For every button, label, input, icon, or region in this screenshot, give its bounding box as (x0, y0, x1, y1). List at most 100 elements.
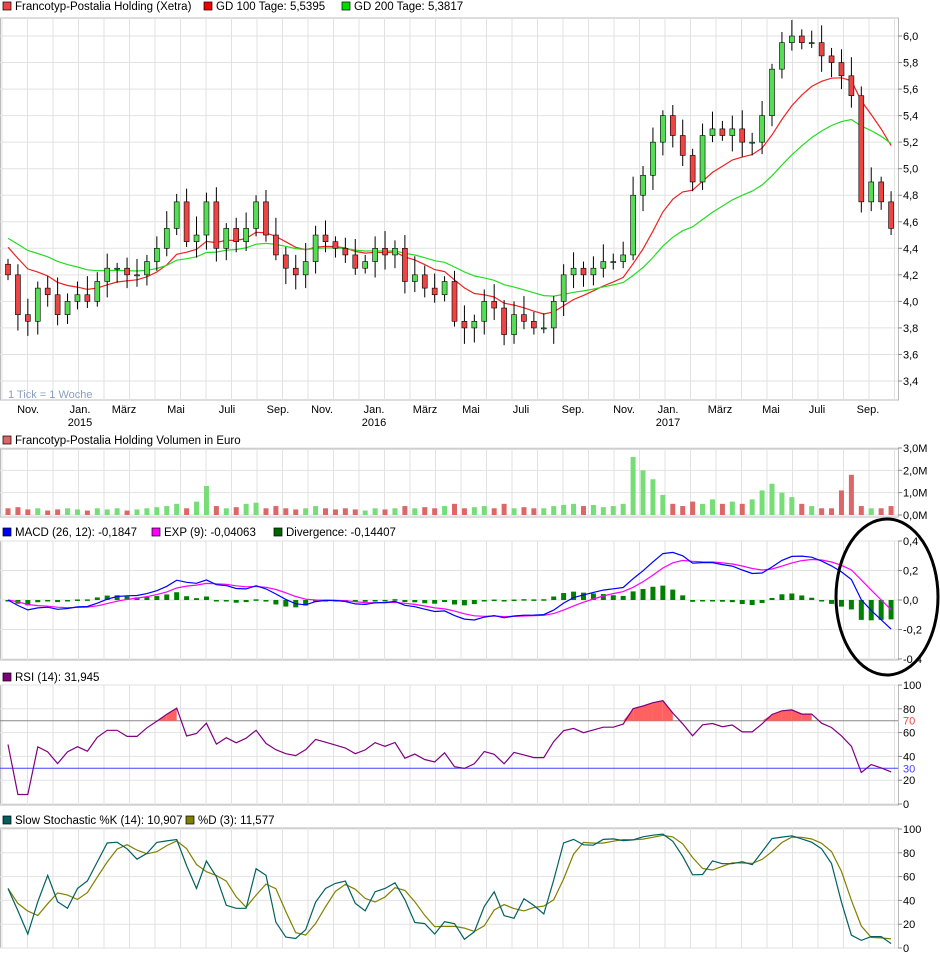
volume-bar (263, 508, 269, 515)
y-tick-label: 4,2 (903, 270, 918, 282)
candle (302, 261, 309, 276)
candle (213, 201, 220, 249)
volume-bar (5, 508, 11, 515)
volume-bar (779, 492, 785, 515)
volume-bar (65, 508, 71, 515)
candle (402, 248, 408, 282)
volume-bar (194, 501, 200, 515)
x-tick-label: Juli (513, 404, 530, 416)
divergence-bar (55, 600, 61, 603)
volume-bar (819, 508, 825, 515)
stoch-k-line (7, 833, 892, 945)
divergence-bar (35, 600, 41, 603)
x-tick-label: Jan. (70, 404, 91, 416)
volume-bar (174, 503, 180, 515)
divergence-bar (114, 595, 120, 600)
annotation-ellipse (834, 517, 940, 677)
divergence-bar (878, 600, 884, 620)
volume-bar (273, 506, 279, 515)
candle (689, 155, 696, 183)
rsi-overbought-fill (791, 709, 802, 721)
y-tick-label: 5,4 (903, 111, 918, 123)
divergence-bar (561, 593, 567, 600)
volume-bar (362, 510, 368, 515)
y-tick-label: 3,6 (903, 349, 918, 361)
divergence-bar (432, 600, 438, 604)
volume-bar (481, 506, 487, 515)
volume-bar (719, 503, 725, 515)
divergence-bar (203, 596, 209, 600)
volume-bar (799, 503, 805, 515)
volume-bar (84, 510, 90, 515)
x-tick-label: Nov. (311, 404, 333, 416)
legend-stoch-d: %D (3): 11,577 (198, 815, 275, 827)
gd100-line (7, 77, 892, 315)
volume-bar (15, 507, 21, 515)
stoch-legend: Slow Stochastic %K (14): 10,907 %D (3): … (2, 815, 275, 827)
y-tick-label: 80 (903, 848, 915, 860)
x-tick-label: Mai (167, 404, 185, 416)
candle (322, 234, 329, 242)
rsi-overbought-fill (781, 709, 792, 721)
legend-stoch-k: Slow Stochastic %K (14): 10,907 (15, 815, 182, 827)
volume-bar (432, 508, 438, 515)
y-tick-label: 4,0 (903, 296, 918, 308)
volume-bar (888, 506, 894, 515)
panel-frame (0, 448, 899, 518)
candle (749, 141, 755, 144)
candle (342, 248, 349, 256)
divergence-bar (829, 600, 835, 604)
y-tick-label: 5,8 (903, 58, 918, 70)
candle (25, 314, 31, 322)
divergence-bar (610, 595, 616, 600)
divergence-bar (452, 600, 458, 605)
candle (84, 294, 91, 302)
candle (332, 241, 339, 249)
divergence-bar (223, 600, 229, 602)
divergence-bar (402, 600, 408, 602)
candle (570, 267, 577, 276)
divergence-bar (104, 595, 110, 600)
divergence-bar (233, 600, 239, 603)
rsi-overbought-fill (662, 700, 673, 721)
volume-bar (372, 508, 378, 515)
volume-bar (640, 470, 646, 515)
volume-bar (184, 508, 190, 515)
volume-bar (709, 499, 715, 515)
candle (412, 274, 418, 282)
volume-bar (233, 507, 239, 515)
divergence-bar (194, 598, 200, 600)
stoch-d-line (7, 834, 892, 940)
candle (74, 294, 81, 302)
volume-bar (511, 508, 517, 515)
volume-bar (858, 506, 864, 515)
volume-bar (283, 508, 289, 515)
candle (868, 181, 875, 203)
volume-legend: Francotyp-Postalia Holding Volumen in Eu… (2, 435, 241, 447)
volume-bar (759, 490, 765, 515)
y-tick-label: 3,0M (903, 443, 927, 455)
volume-bar (501, 503, 507, 515)
divergence-bar (362, 600, 368, 602)
candle (312, 234, 319, 262)
volume-bar (392, 508, 398, 515)
divergence-bar (392, 599, 398, 601)
divergence-bar (184, 596, 190, 600)
divergence-bar (243, 600, 249, 603)
y-tick-label: 5,0 (903, 164, 918, 176)
y-tick-label: 0,0M (903, 510, 927, 522)
candle (501, 307, 507, 335)
volume-bar (323, 508, 329, 515)
candle (64, 301, 71, 315)
candle (838, 62, 845, 77)
candle (550, 301, 557, 329)
volume-bar (561, 504, 567, 515)
divergence-bar (253, 599, 259, 601)
candle (154, 248, 160, 262)
y-tick-label: 0 (903, 799, 909, 811)
candle (798, 35, 805, 43)
legend-volume: Francotyp-Postalia Holding Volumen in Eu… (15, 435, 241, 447)
candle (461, 320, 468, 329)
volume-bar (660, 494, 666, 515)
y-tick-label: 20 (903, 775, 915, 787)
